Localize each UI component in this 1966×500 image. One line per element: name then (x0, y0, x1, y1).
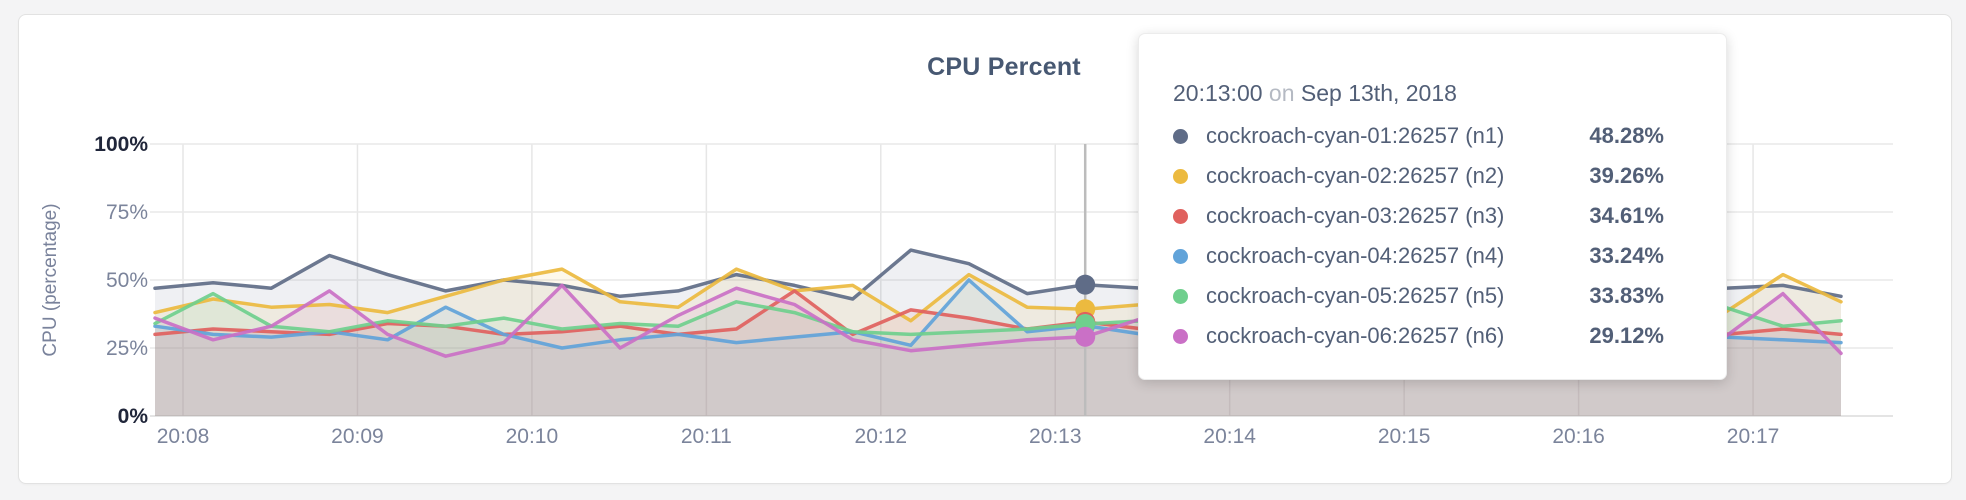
x-tick-label: 20:11 (681, 425, 732, 448)
tooltip-row-label: cockroach-cyan-05:26257 (n5) (1206, 283, 1505, 308)
tooltip-row-value: 34.61% (1589, 203, 1664, 228)
series-area-n6 (155, 280, 1841, 416)
series-dot-n2-icon (1173, 168, 1188, 184)
y-tick-label: 0% (118, 405, 149, 428)
x-tick-label: 20:08 (157, 425, 210, 448)
tooltip-row: cockroach-cyan-02:26257 (n2) 39.26% (1173, 156, 1664, 196)
x-tick-label: 20:09 (331, 425, 384, 448)
tooltip-row-label: cockroach-cyan-02:26257 (n2) (1206, 163, 1505, 188)
chart-tooltip: 20:13:00 on Sep 13th, 2018 cockroach-cya… (1138, 33, 1727, 380)
tooltip-row: cockroach-cyan-01:26257 (n1) 48.28% (1173, 116, 1664, 156)
series-area-n3 (155, 290, 1841, 416)
x-tick-label: 20:15 (1378, 425, 1431, 448)
y-tick-label: 75% (106, 201, 148, 224)
tooltip-row-label: cockroach-cyan-06:26257 (n6) (1206, 323, 1505, 348)
tooltip-row-value: 33.83% (1589, 283, 1664, 308)
x-tick-label: 20:17 (1727, 425, 1780, 448)
tooltip-header: 20:13:00 on Sep 13th, 2018 (1173, 78, 1664, 108)
tooltip-on-word: on (1268, 80, 1295, 106)
tooltip-row-label: cockroach-cyan-04:26257 (n4) (1206, 243, 1505, 268)
tooltip-date: Sep 13th, 2018 (1300, 80, 1457, 106)
hover-dot-n6 (1075, 326, 1096, 347)
y-tick-label: 50% (106, 269, 148, 292)
tooltip-row-value: 39.26% (1589, 163, 1664, 188)
tooltip-row-label: cockroach-cyan-01:26257 (n1) (1206, 123, 1505, 148)
x-tick-label: 20:10 (506, 425, 559, 448)
hover-dot-n1 (1075, 274, 1096, 295)
tooltip-row-label: cockroach-cyan-03:26257 (n3) (1206, 203, 1505, 228)
y-axis-label: CPU (percentage) (40, 203, 61, 356)
tooltip-time: 20:13:00 (1173, 80, 1263, 106)
y-tick-label: 100% (94, 133, 148, 156)
tooltip-row: cockroach-cyan-03:26257 (n3) 34.61% (1173, 196, 1664, 236)
tooltip-row: cockroach-cyan-05:26257 (n5) 33.83% (1173, 276, 1664, 316)
x-tick-label: 20:13 (1029, 425, 1082, 448)
series-dot-n6-icon (1173, 328, 1188, 344)
tooltip-row-value: 33.24% (1589, 243, 1664, 268)
x-tick-label: 20:12 (855, 425, 908, 448)
chart-title: CPU Percent (927, 53, 1081, 81)
x-tick-label: 20:14 (1203, 425, 1256, 448)
series-dot-n4-icon (1173, 248, 1188, 264)
series-dot-n1-icon (1173, 128, 1188, 144)
tooltip-row-value: 29.12% (1589, 323, 1664, 348)
tooltip-row-value: 48.28% (1589, 123, 1664, 148)
series-dot-n3-icon (1173, 208, 1188, 224)
x-tick-label: 20:16 (1552, 425, 1605, 448)
series-dot-n5-icon (1173, 288, 1188, 304)
series-area-n4 (155, 280, 1841, 416)
y-tick-label: 25% (106, 337, 148, 360)
tooltip-row: cockroach-cyan-06:26257 (n6) 29.12% (1173, 316, 1664, 356)
tooltip-row: cockroach-cyan-04:26257 (n4) 33.24% (1173, 236, 1664, 276)
